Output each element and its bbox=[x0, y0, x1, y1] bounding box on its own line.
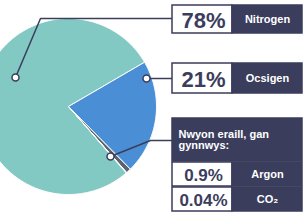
svg-text:Ocsigen: Ocsigen bbox=[246, 72, 290, 84]
svg-text:0.04%: 0.04% bbox=[179, 191, 227, 210]
svg-text:CO₂: CO₂ bbox=[257, 193, 279, 205]
svg-text:78%: 78% bbox=[181, 8, 225, 33]
svg-text:Nwyon eraill, gangynnwys:: Nwyon eraill, gangynnwys: bbox=[179, 128, 270, 151]
svg-text:Nitrogen: Nitrogen bbox=[245, 13, 291, 25]
svg-text:Argon: Argon bbox=[251, 168, 284, 180]
svg-text:21%: 21% bbox=[181, 67, 225, 92]
svg-text:0.9%: 0.9% bbox=[184, 166, 223, 185]
